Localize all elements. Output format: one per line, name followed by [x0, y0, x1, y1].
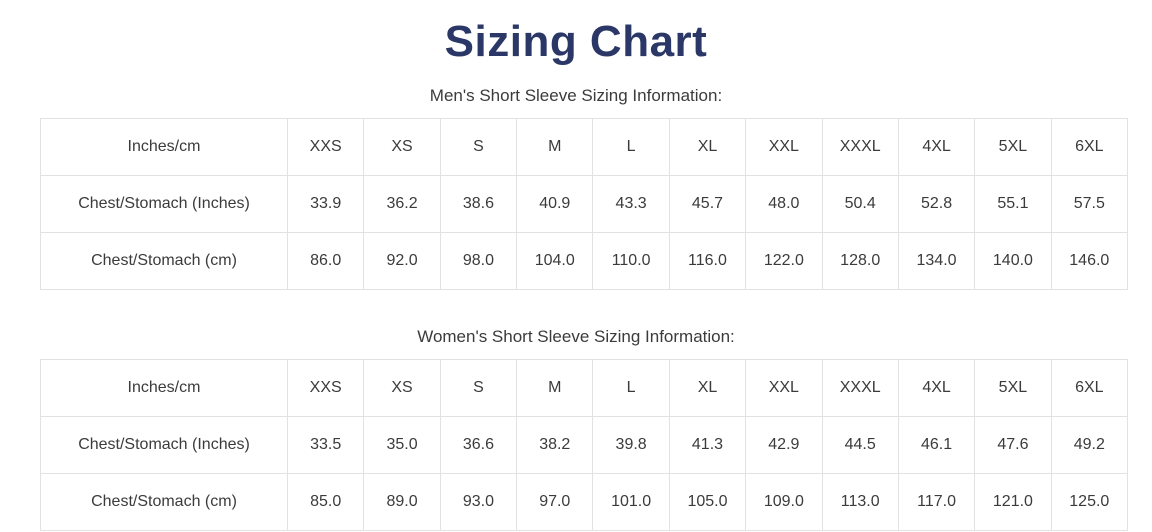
table-row: Chest/Stomach (cm) 86.0 92.0 98.0 104.0 110.0… — [40, 231, 1129, 290]
measurement-cell: 38.2 — [516, 415, 594, 474]
header-row: Inches/cm XXS XS S M L XL XXL XXXL 4XL 5XL 6XL — [40, 358, 1129, 417]
measurement-cell: 109.0 — [745, 472, 823, 531]
measurement-cell: 110.0 — [592, 231, 670, 290]
measurement-cell: 36.6 — [439, 415, 518, 474]
measurement-cell: 121.0 — [974, 472, 1052, 531]
measurement-cell: 101.0 — [592, 472, 670, 531]
measurement-cell: 48.0 — [745, 174, 823, 233]
measurement-cell: 92.0 — [363, 231, 441, 290]
measurement-cell: 47.6 — [974, 415, 1052, 474]
measurement-cell: 46.1 — [897, 415, 976, 474]
row-label: Chest/Stomach (cm) — [40, 231, 288, 290]
units-header-cell: Inches/cm — [40, 117, 288, 176]
measurement-cell: 122.0 — [745, 231, 823, 290]
measurement-cell: 105.0 — [668, 472, 747, 531]
table-row: Chest/Stomach (Inches) 33.9 36.2 38.6 40.9 43… — [40, 174, 1129, 233]
measurement-cell: 93.0 — [439, 472, 518, 531]
units-header-cell: Inches/cm — [40, 358, 288, 417]
page-title: Sizing Chart — [444, 17, 708, 66]
size-header-cell: M — [516, 117, 594, 176]
measurement-cell: 89.0 — [363, 472, 441, 531]
measurement-cell: 44.5 — [821, 415, 899, 474]
measurement-cell: 125.0 — [1050, 472, 1129, 531]
table-row: Chest/Stomach (cm) 85.0 89.0 93.0 97.0 101.0 1… — [40, 472, 1129, 531]
size-header-cell: XL — [668, 117, 747, 176]
measurement-cell: 50.4 — [821, 174, 899, 233]
measurement-cell: 86.0 — [286, 231, 365, 290]
measurement-cell: 146.0 — [1050, 231, 1129, 290]
measurement-cell: 45.7 — [668, 174, 747, 233]
measurement-cell: 116.0 — [668, 231, 747, 290]
measurement-cell: 98.0 — [439, 231, 518, 290]
size-header-cell: XXS — [286, 117, 365, 176]
measurement-cell: 40.9 — [516, 174, 594, 233]
measurement-cell: 43.3 — [592, 174, 670, 233]
womens-sizing-table: Inches/cm XXS XS S M L XL XXL XXXL 4XL 5XL 6XL Chest… — [40, 358, 1129, 531]
womens-sizing-section: Women's Short Sleeve Sizing Information:… — [0, 327, 1152, 531]
measurement-cell: 134.0 — [897, 231, 976, 290]
size-header-cell: 5XL — [974, 358, 1052, 417]
measurement-cell: 128.0 — [821, 231, 899, 290]
measurement-cell: 39.8 — [592, 415, 670, 474]
size-header-cell: XXL — [745, 117, 823, 176]
size-header-cell: XS — [363, 117, 441, 176]
measurement-cell: 52.8 — [897, 174, 976, 233]
size-header-cell: L — [592, 117, 670, 176]
header-row: Inches/cm XXS XS S M L XL XXL XXXL 4XL 5XL 6XL — [40, 117, 1129, 176]
mens-sizing-table: Inches/cm XXS XS S M L XL XXL XXXL 4XL 5XL 6XL Chest… — [40, 117, 1129, 290]
size-header-cell: 6XL — [1050, 358, 1129, 417]
row-label: Chest/Stomach (Inches) — [40, 415, 288, 474]
size-header-cell: M — [516, 358, 594, 417]
size-header-cell: 6XL — [1050, 117, 1129, 176]
measurement-cell: 113.0 — [821, 472, 899, 531]
measurement-cell: 117.0 — [897, 472, 976, 531]
measurement-cell: 36.2 — [363, 174, 441, 233]
measurement-cell: 104.0 — [516, 231, 594, 290]
row-label: Chest/Stomach (Inches) — [40, 174, 288, 233]
size-header-cell: 4XL — [897, 358, 976, 417]
mens-sizing-section: Men's Short Sleeve Sizing Information: I… — [0, 86, 1152, 290]
measurement-cell: 140.0 — [974, 231, 1052, 290]
size-header-cell: XXS — [286, 358, 365, 417]
row-label: Chest/Stomach (cm) — [40, 472, 288, 531]
size-header-cell: XXL — [745, 358, 823, 417]
size-header-cell: 4XL — [897, 117, 976, 176]
size-header-cell: XXXL — [821, 117, 899, 176]
measurement-cell: 33.5 — [286, 415, 365, 474]
size-header-cell: L — [592, 358, 670, 417]
size-header-cell: XXXL — [821, 358, 899, 417]
measurement-cell: 42.9 — [745, 415, 823, 474]
mens-table-caption: Men's Short Sleeve Sizing Information: — [429, 85, 723, 105]
size-header-cell: S — [439, 117, 518, 176]
womens-table-caption: Women's Short Sleeve Sizing Information: — [417, 326, 735, 346]
size-header-cell: S — [439, 358, 518, 417]
measurement-cell: 49.2 — [1050, 415, 1129, 474]
measurement-cell: 85.0 — [286, 472, 365, 531]
measurement-cell: 35.0 — [363, 415, 441, 474]
measurement-cell: 97.0 — [516, 472, 594, 531]
table-row: Chest/Stomach (Inches) 33.5 35.0 36.6 38.2 39… — [40, 415, 1129, 474]
measurement-cell: 41.3 — [668, 415, 747, 474]
measurement-cell: 33.9 — [286, 174, 365, 233]
size-header-cell: 5XL — [974, 117, 1052, 176]
measurement-cell: 38.6 — [439, 174, 518, 233]
measurement-cell: 57.5 — [1050, 174, 1129, 233]
size-header-cell: XL — [668, 358, 747, 417]
measurement-cell: 55.1 — [974, 174, 1052, 233]
size-header-cell: XS — [363, 358, 441, 417]
